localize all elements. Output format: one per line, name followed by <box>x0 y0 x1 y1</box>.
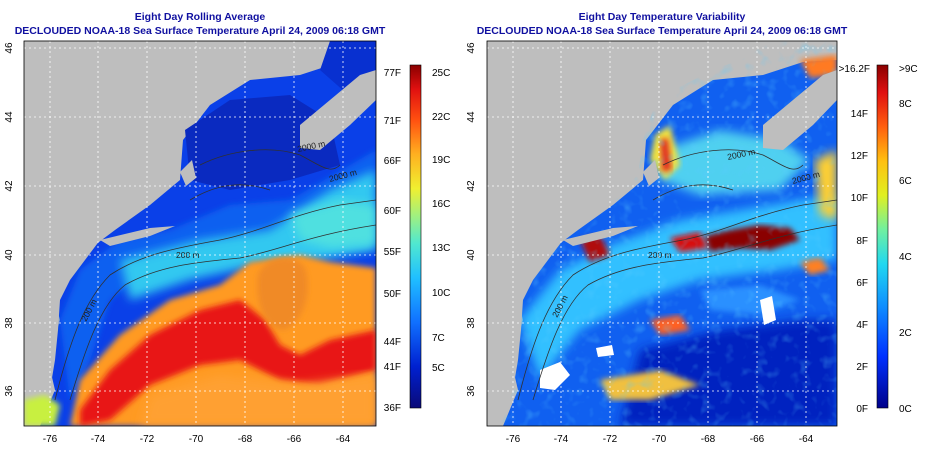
left-cb-f-6: 50F <box>384 289 401 300</box>
left-y-tick-4: 42 <box>4 180 15 192</box>
right-cb-c-5: 2C <box>899 328 912 339</box>
right-x-tick-6: -66 <box>750 434 765 445</box>
left-map-frame <box>23 40 377 427</box>
left-title-line1: Eight Day Rolling Average <box>134 11 266 23</box>
right-y-tick-2: 38 <box>466 317 477 329</box>
right-y-tick-1: 36 <box>466 385 477 397</box>
left-cb-f-2: 71F <box>384 116 401 127</box>
right-colorbar-f-labels: >16.2F 14F 12F 10F 8F 6F 4F 2F 0F <box>839 64 870 415</box>
left-map-gulf-stream-red <box>80 300 376 426</box>
right-map-cape-cod <box>643 160 659 186</box>
left-cb-c-3: 19C <box>432 155 450 166</box>
left-cb-c-4: 16C <box>432 199 450 210</box>
right-y-tick-4: 42 <box>466 180 477 192</box>
right-map-grid <box>487 41 837 426</box>
right-cb-f-4: 10F <box>851 193 868 204</box>
right-map-coastline-land <box>487 41 763 426</box>
left-map-long-island <box>100 226 175 246</box>
right-x-axis: -76 -74 -72 -70 -68 -66 -64 <box>506 434 814 445</box>
right-cb-f-9: 0F <box>856 404 868 415</box>
left-cb-c-7: 7C <box>432 333 445 344</box>
left-map-gulf-of-maine <box>185 95 340 190</box>
left-y-tick-2: 38 <box>4 317 15 329</box>
right-cb-c-1: >9C <box>899 64 918 75</box>
left-y-tick-1: 36 <box>4 385 15 397</box>
left-x-tick-6: -66 <box>287 434 302 445</box>
left-cb-f-4: 60F <box>384 206 401 217</box>
right-cb-f-1: >16.2F <box>839 64 870 75</box>
left-y-tick-3: 40 <box>4 249 15 261</box>
right-y-axis: 36 38 40 42 44 46 <box>466 42 477 397</box>
right-map-frame <box>486 40 838 427</box>
left-map-grid <box>24 41 376 426</box>
right-x-tick-7: -64 <box>799 434 814 445</box>
left-x-tick-4: -70 <box>189 434 204 445</box>
right-cb-c-2: 8C <box>899 99 912 110</box>
left-y-tick-6: 46 <box>4 42 15 54</box>
right-map-bathymetry <box>517 149 837 401</box>
right-colorbar-c-labels: >9C 8C 6C 4C 2C 0C <box>899 64 918 415</box>
left-y-axis: 36 38 40 42 44 46 <box>4 42 15 397</box>
right-cb-f-6: 6F <box>856 278 868 289</box>
right-cb-f-3: 12F <box>851 151 868 162</box>
right-title-line1: Eight Day Temperature Variability <box>578 11 746 23</box>
right-cb-f-8: 2F <box>856 362 868 373</box>
left-x-tick-7: -64 <box>336 434 351 445</box>
right-map-cloud-gaps <box>540 296 776 390</box>
left-x-tick-2: -74 <box>91 434 106 445</box>
left-cb-f-5: 55F <box>384 247 401 258</box>
left-colorbar <box>409 64 422 409</box>
left-map-slope-water <box>120 170 376 300</box>
left-cb-c-8: 5C <box>432 363 445 374</box>
left-cb-c-1: 25C <box>432 68 450 79</box>
right-x-tick-5: -68 <box>701 434 716 445</box>
left-cb-c-5: 13C <box>432 243 450 254</box>
left-map-bathymetry <box>54 149 376 401</box>
left-cb-c-2: 22C <box>432 112 450 123</box>
left-y-tick-5: 44 <box>4 111 15 123</box>
right-cb-f-2: 14F <box>851 109 868 120</box>
right-colorbar <box>876 64 889 409</box>
right-map: 200 m 2000 m 200 m 2000 m <box>487 41 837 426</box>
right-y-tick-6: 46 <box>466 42 477 54</box>
right-x-tick-2: -74 <box>554 434 569 445</box>
left-x-tick-5: -68 <box>238 434 253 445</box>
left-colorbar-c-labels: 25C 22C 19C 16C 13C 10C 7C 5C <box>432 68 450 374</box>
left-x-tick-3: -72 <box>140 434 155 445</box>
left-x-axis: -76 -74 -72 -70 -68 -66 -64 <box>43 434 351 445</box>
right-cb-c-4: 4C <box>899 252 912 263</box>
right-x-tick-4: -70 <box>652 434 667 445</box>
right-cb-f-5: 8F <box>856 236 868 247</box>
left-map-nova-scotia <box>300 70 376 150</box>
left-cb-f-8: 41F <box>384 362 401 373</box>
left-map-cape-cod <box>180 160 196 186</box>
right-depth-label-1: 200 m <box>648 250 672 260</box>
left-map-warm-core-ring <box>257 257 308 330</box>
left-map-coastline-land <box>24 41 300 426</box>
right-map-long-island <box>563 226 638 246</box>
left-cb-c-6: 10C <box>432 288 450 299</box>
right-map-nova-scotia <box>763 70 837 150</box>
right-cb-f-7: 4F <box>856 320 868 331</box>
left-cb-f-3: 66F <box>384 156 401 167</box>
right-y-tick-5: 44 <box>466 111 477 123</box>
left-map-southern-warm <box>140 375 376 426</box>
left-colorbar-f-labels: 77F 71F 66F 60F 55F 50F 44F 41F 36F <box>384 68 401 414</box>
right-x-tick-1: -76 <box>506 434 521 445</box>
right-y-tick-3: 40 <box>466 249 477 261</box>
left-map: 200 m 2000 m 200 m 2000 m <box>24 41 376 426</box>
left-cb-f-9: 36F <box>384 403 401 414</box>
right-cb-c-6: 0C <box>899 404 912 415</box>
left-x-tick-1: -76 <box>43 434 58 445</box>
right-x-tick-3: -72 <box>603 434 618 445</box>
left-cb-f-1: 77F <box>384 68 401 79</box>
left-title-line2: DECLOUDED NOAA-18 Sea Surface Temperatur… <box>14 25 386 37</box>
left-depth-label-1: 200 m <box>176 250 200 260</box>
right-title-line2: DECLOUDED NOAA-18 Sea Surface Temperatur… <box>476 25 848 37</box>
left-cb-f-7: 44F <box>384 337 401 348</box>
left-map-coastal-shallow <box>24 395 60 426</box>
right-cb-c-3: 6C <box>899 176 912 187</box>
